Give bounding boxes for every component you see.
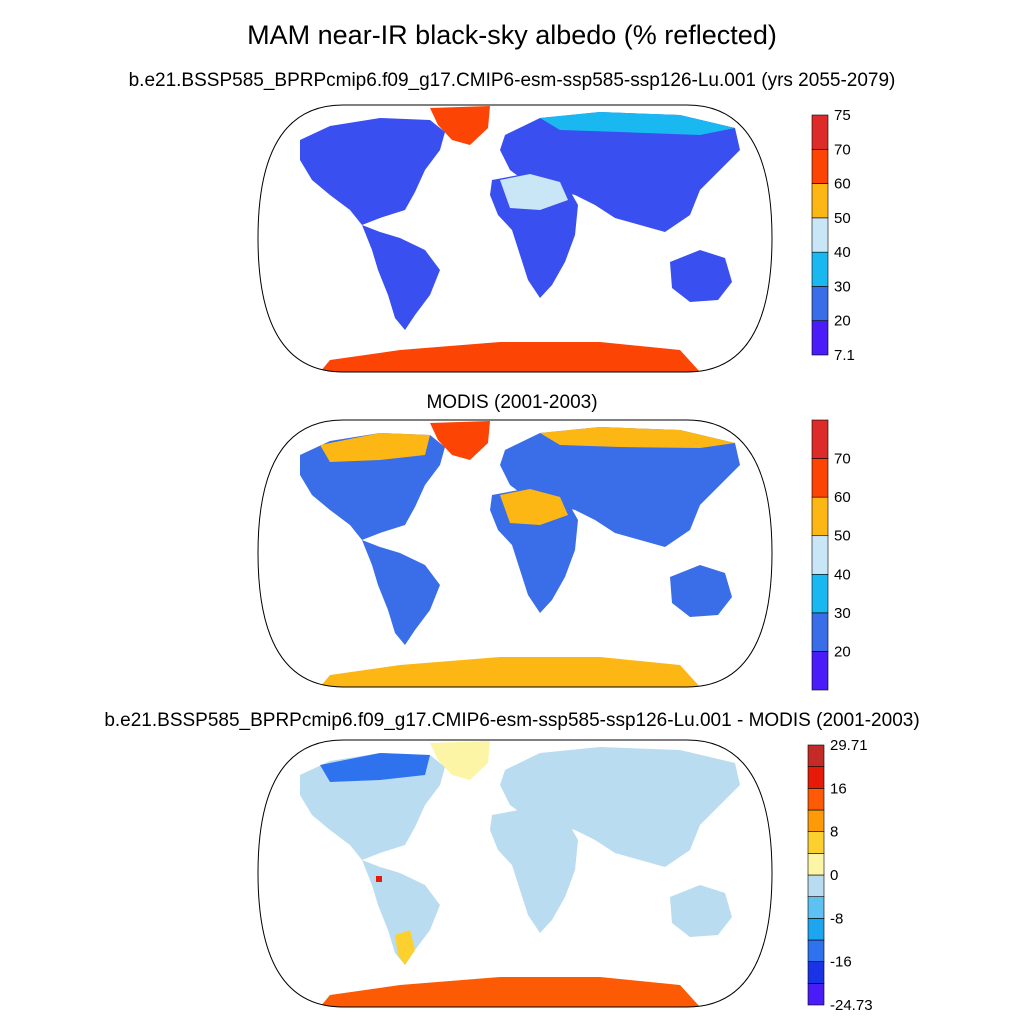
north-america: [300, 118, 445, 225]
colorbar-label: 40: [834, 566, 851, 583]
colorbar-label: 60: [834, 489, 851, 506]
colorbar-label: 29.71: [830, 737, 868, 754]
colorbar-swatch: [811, 612, 829, 652]
eurasia: [500, 112, 740, 232]
figure-title: MAM near-IR black-sky albedo (% reflecte…: [247, 20, 777, 50]
colorbar-label: 8: [830, 824, 838, 841]
south-america: [362, 225, 440, 330]
colorbar-swatch: [811, 148, 829, 184]
colorbar-swatch: [807, 766, 825, 789]
australia: [670, 565, 732, 617]
colorbar-swatch: [811, 573, 829, 614]
colorbar-label: -16: [830, 954, 852, 971]
colorbar-swatch: [807, 939, 825, 962]
colorbars: 7.1 20 30 40 50 60 70 75 20 30 40 50 60 70 -24.73 -16 -8…: [807, 107, 873, 1014]
colorbar-swatch: [807, 831, 825, 854]
map-fill-model: [300, 106, 740, 372]
colorbar-label: 7.1: [834, 347, 855, 364]
south-america: [362, 540, 440, 645]
colorbar-label: 60: [834, 176, 851, 193]
colorbar-label: 16: [830, 780, 847, 797]
panel-title-diff: b.e21.BSSP585_BPRPcmip6.f09_g17.CMIP6-es…: [104, 710, 920, 731]
colorbar-model: 7.1 20 30 40 50 60 70 75: [811, 107, 855, 364]
map-panel-model: [257, 104, 773, 373]
map-panel-diff: [257, 739, 773, 1008]
map-outline-model: [257, 104, 773, 373]
panel-title-obs: MODIS (2001-2003): [426, 392, 598, 413]
colorbar-label: 75: [834, 107, 851, 124]
colorbar-swatch: [807, 874, 825, 897]
canada-north: [320, 753, 430, 782]
colorbar-swatch: [811, 251, 829, 287]
canada-north: [320, 433, 430, 462]
colorbar-swatch: [807, 809, 825, 832]
australia: [670, 250, 732, 302]
map-fill-obs: [300, 421, 740, 687]
southern-south-america: [395, 930, 415, 965]
colorbar-swatch: [811, 320, 829, 356]
colorbar-swatch: [807, 744, 825, 767]
colorbar-obs: 20 30 40 50 60 70: [811, 419, 851, 691]
colorbar-swatch: [811, 286, 829, 322]
map-outline-obs: [257, 419, 773, 688]
colorbar-swatch: [811, 183, 829, 219]
sahara: [500, 489, 568, 525]
colorbar-swatch: [807, 918, 825, 941]
colorbar-label: 40: [834, 244, 851, 261]
colorbar-swatch: [807, 853, 825, 876]
eurasia: [500, 747, 740, 867]
colorbar-swatch: [807, 983, 825, 1006]
colorbar-swatch: [811, 496, 829, 537]
colorbar-swatch: [811, 217, 829, 253]
sahara: [500, 174, 568, 210]
colorbar-swatch: [811, 535, 829, 575]
colorbar-swatch: [811, 651, 829, 691]
map-panel-obs: [257, 419, 773, 688]
map-outline-diff: [257, 739, 773, 1008]
colorbar-swatch: [811, 458, 829, 498]
colorbar-swatch: [811, 419, 829, 459]
isolated-cell: [376, 876, 382, 882]
colorbar-label: 50: [834, 528, 851, 545]
colorbar-swatch: [811, 114, 829, 150]
panel-title-model: b.e21.BSSP585_BPRPcmip6.f09_g17.CMIP6-es…: [128, 70, 896, 91]
colorbar-label: 70: [834, 451, 851, 468]
antarctica: [320, 977, 700, 1007]
south-america: [362, 860, 440, 965]
greenland: [430, 106, 490, 145]
land-model: [300, 106, 740, 372]
colorbar-label: 30: [834, 278, 851, 295]
colorbar-label: -24.73: [830, 997, 873, 1014]
australia: [670, 885, 732, 937]
africa: [490, 807, 578, 933]
arctic-band: [540, 112, 735, 135]
colorbar-label: 70: [834, 141, 851, 158]
colorbar-label: 30: [834, 605, 851, 622]
colorbar-label: 20: [834, 643, 851, 660]
antarctica: [320, 342, 700, 372]
eurasia: [500, 427, 740, 547]
colorbar-swatch: [807, 961, 825, 984]
antarctica: [320, 657, 700, 687]
greenland: [430, 421, 490, 460]
colorbar-diff: -24.73 -16 -8 0 8 16 29.71: [807, 737, 873, 1014]
colorbar-label: 20: [834, 313, 851, 330]
colorbar-label: 50: [834, 210, 851, 227]
map-fill-diff: [300, 741, 740, 1007]
colorbar-swatch: [807, 896, 825, 919]
colorbar-label: 0: [830, 867, 838, 884]
colorbar-swatch: [807, 788, 825, 811]
arctic-band: [540, 427, 735, 448]
greenland: [430, 741, 490, 780]
colorbar-label: -8: [830, 910, 843, 927]
